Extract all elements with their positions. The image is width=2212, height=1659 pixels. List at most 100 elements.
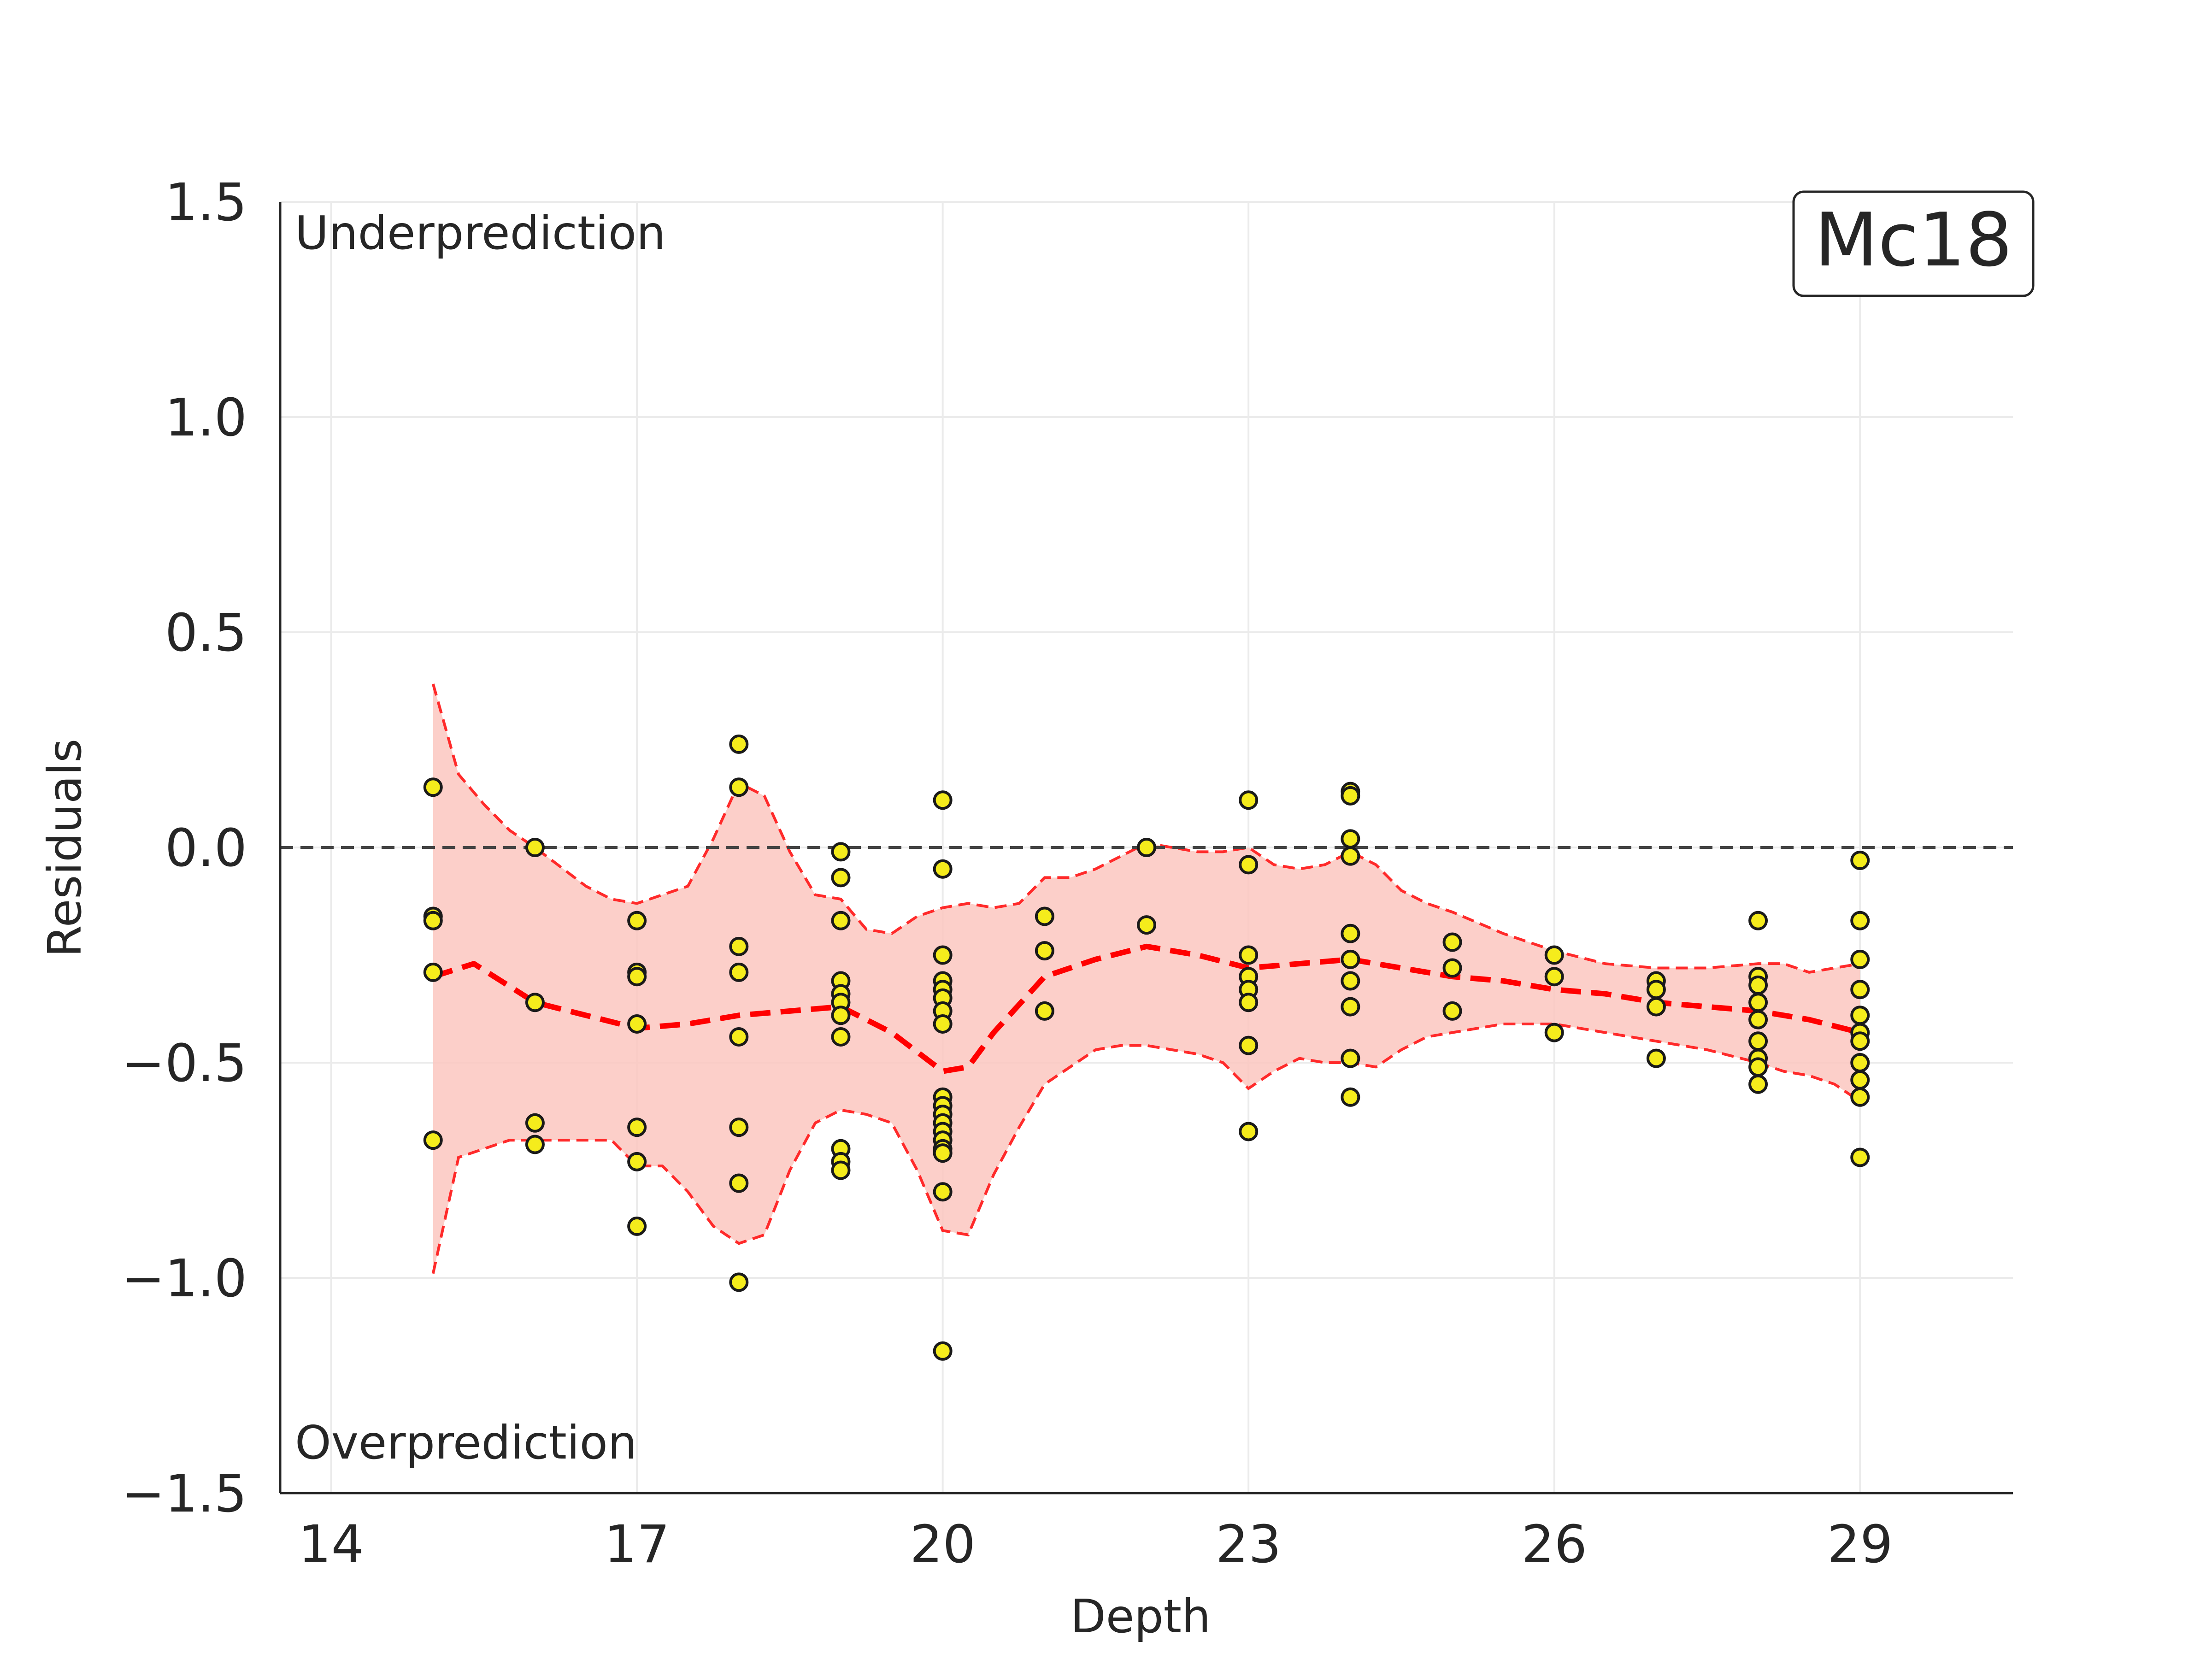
y-axis-label: Residuals <box>38 739 92 957</box>
data-point <box>1850 949 1870 969</box>
data-point <box>1850 1031 1870 1051</box>
data-point <box>729 777 749 797</box>
data-point <box>1850 1053 1870 1072</box>
data-point <box>627 911 647 930</box>
data-point <box>1239 855 1259 875</box>
data-point <box>729 1272 749 1292</box>
data-point <box>933 1182 953 1202</box>
data-point <box>1442 1001 1462 1021</box>
data-points <box>423 734 1870 1361</box>
data-point <box>729 936 749 956</box>
data-point <box>1035 941 1054 961</box>
data-point <box>831 911 851 930</box>
data-point <box>729 734 749 754</box>
data-point <box>1137 915 1156 935</box>
y-tick-label: 0.5 <box>165 603 247 663</box>
data-point <box>1341 997 1360 1017</box>
data-point <box>729 1027 749 1047</box>
data-point <box>729 1173 749 1193</box>
data-point <box>525 1135 545 1154</box>
underprediction-label: Underprediction <box>295 206 665 260</box>
y-tick-label: 0.0 <box>165 818 247 878</box>
data-point <box>1341 1048 1360 1068</box>
model-badge-label: Mc18 <box>1814 197 2012 283</box>
data-point <box>525 838 545 857</box>
data-point <box>1137 838 1156 857</box>
data-point <box>1850 1006 1870 1025</box>
x-tick-label: 20 <box>910 1515 976 1575</box>
confidence-band-fill <box>433 684 1860 1274</box>
x-axis-label: Depth <box>1071 1589 1211 1643</box>
model-badge <box>1792 190 2035 297</box>
x-tick-label: 17 <box>604 1515 670 1575</box>
y-tick-label: 1.0 <box>165 388 247 448</box>
data-point <box>627 1152 647 1171</box>
data-point <box>1850 980 1870 1000</box>
data-point <box>1646 1048 1666 1068</box>
data-point <box>423 962 443 982</box>
data-point <box>1341 786 1360 806</box>
x-tick-label: 29 <box>1827 1515 1893 1575</box>
data-point <box>627 1118 647 1137</box>
data-point <box>1544 1023 1564 1042</box>
data-point <box>525 1113 545 1133</box>
data-point <box>729 962 749 982</box>
x-tick-label: 26 <box>1521 1515 1587 1575</box>
data-point <box>1748 1031 1768 1051</box>
data-point <box>933 945 953 965</box>
data-point <box>1341 1087 1360 1107</box>
data-point <box>729 1118 749 1137</box>
data-point <box>1035 906 1054 926</box>
data-point <box>831 868 851 888</box>
data-point <box>1850 911 1870 930</box>
data-point <box>627 1014 647 1034</box>
data-point <box>1442 958 1462 978</box>
data-point <box>1748 1057 1768 1077</box>
data-point <box>1748 911 1768 930</box>
data-point <box>1341 924 1360 943</box>
data-point <box>933 1341 953 1361</box>
y-tick-label: 1.5 <box>165 173 247 233</box>
data-point <box>933 790 953 810</box>
data-point <box>1748 993 1768 1012</box>
data-point <box>1239 945 1259 965</box>
data-point <box>1850 851 1870 871</box>
data-point <box>1341 829 1360 849</box>
data-point <box>1748 975 1768 995</box>
data-point <box>525 993 545 1012</box>
data-point <box>831 1006 851 1025</box>
data-point <box>423 777 443 797</box>
data-point <box>831 842 851 862</box>
data-point <box>1850 1087 1870 1107</box>
y-tick-label: −0.5 <box>122 1034 247 1094</box>
data-point <box>1646 980 1666 1000</box>
y-tick-label: −1.5 <box>122 1464 247 1524</box>
x-tick-label: 23 <box>1216 1515 1282 1575</box>
y-tick-labels: −1.5 −1.0 −0.5 0.0 0.5 1.0 1.5 <box>122 173 247 1524</box>
data-point <box>933 1014 953 1034</box>
data-point <box>1748 1074 1768 1094</box>
data-point <box>423 1130 443 1150</box>
data-point <box>1544 967 1564 987</box>
data-point <box>831 1160 851 1180</box>
data-point <box>1341 971 1360 991</box>
data-point <box>831 1027 851 1047</box>
confidence-band-upper-edge <box>431 683 1860 974</box>
data-point <box>1748 1010 1768 1030</box>
x-tick-labels: 14 17 20 23 26 29 <box>298 1515 1893 1575</box>
data-point <box>1850 1070 1870 1090</box>
confidence-band-lower-edge <box>431 1022 1861 1274</box>
data-point <box>1544 945 1564 965</box>
data-point <box>1341 846 1360 866</box>
overprediction-label: Overprediction <box>295 1416 637 1470</box>
data-point <box>627 967 647 987</box>
data-point <box>1239 1122 1259 1141</box>
y-tick-label: −1.0 <box>122 1249 247 1309</box>
data-point <box>1239 1035 1259 1055</box>
data-point <box>1341 949 1360 969</box>
data-point <box>423 911 443 930</box>
data-point <box>1850 1147 1870 1167</box>
data-point <box>933 1143 953 1163</box>
data-point <box>627 1216 647 1236</box>
